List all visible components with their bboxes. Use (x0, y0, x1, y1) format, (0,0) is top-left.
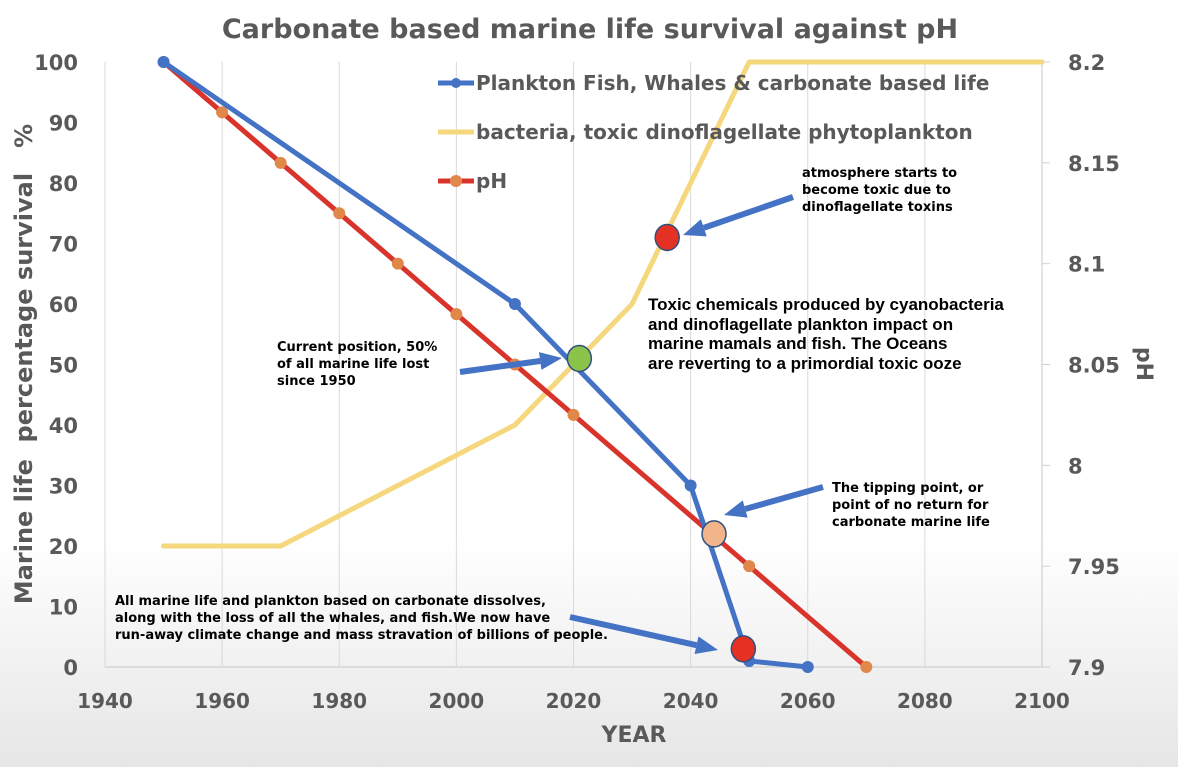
legend-swatch-red-line-icon (438, 175, 474, 187)
x-tick-label: 1960 (194, 689, 250, 713)
arrow-shaft (744, 484, 824, 512)
data-point-plankton (157, 56, 170, 68)
y-axis-label: Marine life percentage survival % (10, 124, 38, 604)
highlight-markers (566, 223, 757, 663)
highlight-carbonate-collapse (730, 635, 757, 663)
y2-tick-label: 8.15 (1068, 152, 1120, 176)
y2-tick-label: 8.2 (1068, 51, 1105, 75)
data-point-ph (391, 257, 404, 270)
highlight-current-position (566, 344, 593, 373)
annotation-toxic-chemicals: Toxic chemicals produced by cyanobacteri… (648, 295, 1004, 373)
x-tick-label: 2100 (1014, 689, 1070, 713)
x-tick-label: 2040 (663, 689, 719, 713)
arrow-head-icon (694, 636, 718, 654)
annotation-tipping-point: The tipping point, or point of no return… (832, 481, 990, 531)
x-axis-label: YEAR (601, 723, 667, 748)
x-tick-label: 2060 (780, 689, 836, 713)
data-point-ph (743, 560, 756, 573)
y2-tick-label: 7.95 (1068, 555, 1120, 579)
annotation-carbonate-collapse: All marine life and plankton based on ca… (115, 594, 608, 644)
y2-axis-label: pH (1131, 347, 1156, 381)
y-tick-label: 70 (49, 233, 78, 257)
data-point-ph (450, 308, 463, 321)
y-tick-label: 10 (49, 596, 78, 620)
y-tick-label: 80 (49, 172, 78, 196)
tick-labels: 1940 1960 1980 2000 2020 2040 2060 2080 21000102… (34, 51, 1120, 713)
data-point-ph (216, 106, 229, 119)
y-tick-label: 60 (49, 293, 78, 317)
y-tick-label: 90 (49, 112, 78, 136)
data-point-plankton (801, 661, 814, 673)
legend-label: Plankton Fish, Whales & carbonate based … (476, 71, 990, 95)
annotation-atmosphere-toxic: atmosphere starts to become toxic due to… (802, 166, 958, 216)
arrow-head-icon (683, 219, 707, 237)
y-tick-label: 50 (49, 354, 78, 378)
legend-swatch-blue-line-icon (438, 78, 474, 88)
legend-swatch-yellow-line-icon (438, 129, 474, 135)
annotation-arrows (459, 194, 824, 654)
data-point-ph (567, 408, 580, 421)
arrow-head-icon (724, 500, 748, 518)
legend-label: pH (476, 169, 508, 193)
legend-item-plankton[interactable]: Plankton Fish, Whales & carbonate based … (438, 71, 989, 95)
x-tick-label: 1980 (311, 689, 367, 713)
data-point-ph (274, 156, 287, 169)
arrow-shaft (459, 358, 541, 375)
legend-label: bacteria, toxic dinoflagellate phytoplan… (476, 120, 973, 144)
data-point-ph (860, 661, 873, 673)
axes (105, 61, 1050, 668)
annotation-current-position: Current position, 50% of all marine life… (277, 340, 438, 390)
y-tick-label: 0 (63, 656, 78, 680)
highlight-tipping-point (701, 520, 727, 548)
y-tick-label: 20 (49, 535, 78, 559)
data-point-plankton (508, 298, 521, 310)
arrow-shaft (569, 614, 698, 649)
arrow-carbonate-collapse (569, 614, 718, 654)
data-point-plankton (684, 479, 697, 492)
y2-tick-label: 7.9 (1068, 656, 1105, 680)
x-tick-label: 2000 (429, 689, 485, 713)
data-point-ph (333, 207, 346, 220)
arrow-head-icon (538, 352, 562, 370)
y-tick-label: 40 (49, 414, 78, 438)
chart-title: Carbonate based marine life survival aga… (222, 14, 958, 45)
y-tick-label: 100 (34, 51, 78, 75)
legend-item-bacteria[interactable]: bacteria, toxic dinoflagellate phytoplan… (438, 120, 973, 144)
highlight-toxic-atmosphere (654, 223, 680, 252)
legend-item-ph[interactable]: pH (438, 169, 507, 193)
y2-tick-label: 8.1 (1068, 253, 1105, 277)
x-tick-label: 2080 (897, 689, 953, 713)
arrow-tipping-point (724, 484, 824, 518)
y2-tick-label: 8.05 (1068, 354, 1120, 378)
y2-tick-label: 8 (1068, 454, 1083, 478)
arrow-current-position (459, 352, 562, 375)
y-tick-label: 30 (49, 475, 78, 499)
arrow-atmosphere-toxic (683, 194, 794, 237)
arrow-shaft (702, 194, 794, 231)
x-tick-label: 1940 (77, 689, 133, 713)
x-tick-label: 2020 (546, 689, 602, 713)
